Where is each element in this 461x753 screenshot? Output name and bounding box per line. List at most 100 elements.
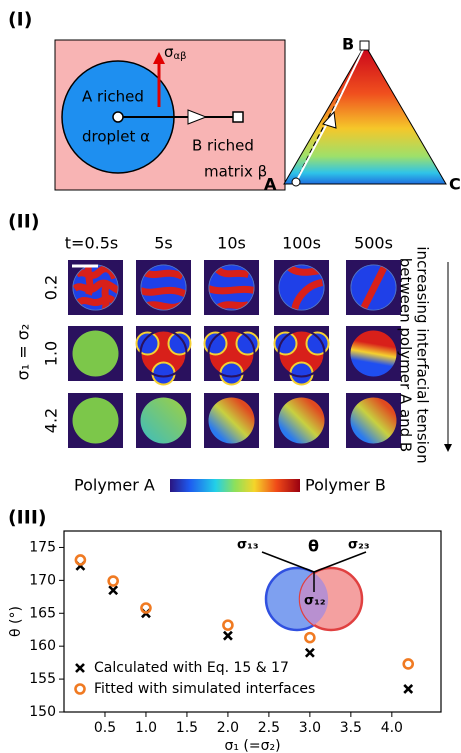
x-tick-label: 3.5 xyxy=(340,720,362,736)
point xyxy=(109,577,118,586)
domain xyxy=(73,398,119,444)
colorbar-label: Polymer B xyxy=(305,476,386,495)
matrix-marker xyxy=(233,112,243,122)
stripe xyxy=(88,265,90,295)
snapshot xyxy=(204,393,259,448)
lobe xyxy=(153,363,175,385)
inset: σ₁₃ θ σ₂₃ σ₁₂ xyxy=(237,537,370,631)
sigma-label: 1.0 xyxy=(42,341,61,366)
point xyxy=(224,632,232,640)
y-tick-label: 150 xyxy=(29,704,56,720)
legend-label: Fitted with simulated interfaces xyxy=(94,681,315,697)
snapshot xyxy=(346,393,401,448)
point xyxy=(76,555,85,564)
point xyxy=(141,604,150,613)
droplet-marker xyxy=(113,112,123,122)
matrix-label: B riched xyxy=(192,137,254,155)
snapshot xyxy=(274,260,329,315)
legend-marker xyxy=(76,685,85,694)
x-tick-label: 1.5 xyxy=(176,720,198,736)
point xyxy=(404,659,413,668)
snapshot xyxy=(136,326,191,385)
chart: 0.5 1.0 1.5 2.0 2.5 3.0 3.5 4.0 150 155 160 165 170 1… xyxy=(8,531,441,753)
sigma-sub: αβ xyxy=(174,51,187,62)
lobe xyxy=(221,363,243,385)
x-tick-label: 2.0 xyxy=(217,720,239,736)
y-tick-label: 165 xyxy=(29,605,56,621)
snapshot xyxy=(136,260,191,315)
side-label: increasing interfacial tension xyxy=(414,246,432,463)
vertex-label: B xyxy=(342,35,354,54)
y-axis-label: θ (°) xyxy=(8,606,24,637)
inset-label: σ₁₂ xyxy=(304,594,326,609)
colorbar-label: Polymer A xyxy=(74,476,155,495)
y-tick-label: 155 xyxy=(29,671,56,687)
lobe xyxy=(291,363,313,385)
domain xyxy=(279,398,325,444)
time-label: t=0.5s xyxy=(65,234,118,253)
colorbar xyxy=(170,479,300,492)
sigma-label: 4.2 xyxy=(42,408,61,433)
droplet-label: droplet α xyxy=(82,128,150,146)
panel-label: (III) xyxy=(8,507,47,529)
inset-label: σ₁₃ xyxy=(237,538,259,553)
x-tick-label: 2.5 xyxy=(258,720,280,736)
panel-label: (II) xyxy=(8,211,40,233)
legend-label: Calculated with Eq. 15 & 17 xyxy=(94,660,289,676)
point xyxy=(109,586,117,594)
y-tick-label: 160 xyxy=(29,638,56,654)
snapshot xyxy=(204,326,259,385)
end-marker xyxy=(360,41,369,50)
vertex-label: A xyxy=(264,175,277,194)
snapshot xyxy=(68,260,123,315)
figure: (I) σαβ A riched droplet α B riched matr… xyxy=(0,0,461,753)
time-label: 500s xyxy=(354,234,393,253)
side-arrow-head xyxy=(444,444,452,452)
x-tick-label: 0.5 xyxy=(94,720,116,736)
inset-label: σ₂₃ xyxy=(348,538,370,553)
point xyxy=(223,621,232,630)
time-label: 100s xyxy=(282,234,321,253)
y-label: σ₁ = σ₂ xyxy=(14,324,33,381)
droplet-label: A riched xyxy=(82,88,144,106)
x-tick-label: 4.0 xyxy=(381,720,403,736)
domain xyxy=(209,398,255,444)
ternary-triangle xyxy=(284,45,446,184)
snapshot xyxy=(68,326,123,381)
y-tick-label: 175 xyxy=(29,539,56,555)
y-tick-label: 170 xyxy=(29,572,56,588)
snapshot-grid: t=0.5s 5s 10s 100s 500s 0.2 1.0 4.2 xyxy=(42,234,406,449)
stripe xyxy=(141,290,187,294)
stripe xyxy=(75,283,119,290)
x-tick-label: 1.0 xyxy=(135,720,157,736)
matrix-label: matrix β xyxy=(204,163,267,181)
side-label: between polymer A and B xyxy=(397,258,415,452)
snapshot xyxy=(274,326,329,385)
inset-label: θ xyxy=(308,537,319,556)
snapshot xyxy=(136,393,191,448)
sigma: σ xyxy=(164,43,174,61)
sigma-label: 0.2 xyxy=(42,275,61,300)
time-label: 10s xyxy=(217,234,246,253)
x-tick-label: 3.0 xyxy=(299,720,321,736)
point xyxy=(306,649,314,657)
start-marker xyxy=(292,178,300,186)
legend-marker xyxy=(76,664,84,672)
snapshot xyxy=(346,260,401,315)
x-axis-label: σ₁ (=σ₂) xyxy=(224,738,280,753)
vertex-label: C xyxy=(449,175,461,194)
time-label: 5s xyxy=(154,234,173,253)
stripe xyxy=(145,273,183,277)
stripes xyxy=(209,265,255,311)
stripe xyxy=(209,289,255,291)
snapshot xyxy=(204,260,259,315)
domain xyxy=(73,331,119,377)
domain xyxy=(351,398,397,444)
stripe xyxy=(79,299,117,303)
snapshot xyxy=(274,393,329,448)
snapshot xyxy=(68,393,123,448)
domain xyxy=(141,398,187,444)
panel-label: (I) xyxy=(8,9,32,31)
snapshot xyxy=(341,321,405,385)
point xyxy=(305,633,314,642)
